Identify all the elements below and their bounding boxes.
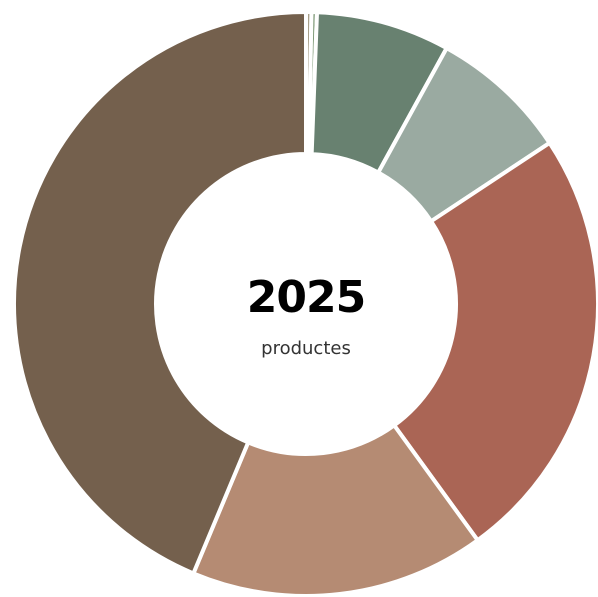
center-total-label: productes [261,338,351,359]
donut-slice-7 [12,9,308,577]
donut-slice-5 [391,140,598,544]
center-total-value: 2025 [246,272,366,323]
donut-slice-6 [190,422,481,597]
